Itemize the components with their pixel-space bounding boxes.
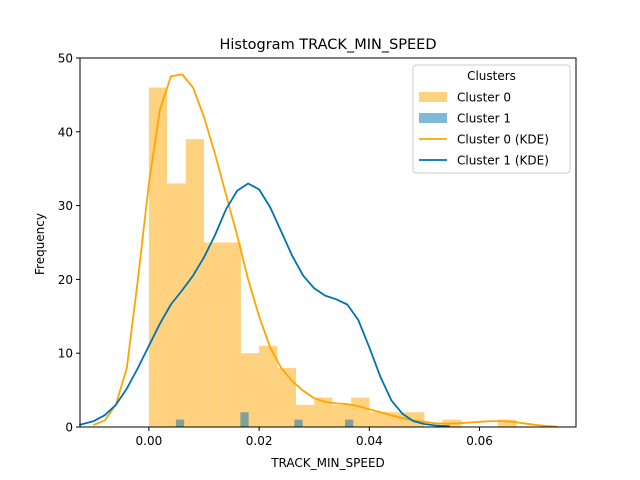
plot-area [79,57,577,428]
legend-label: Cluster 0 [457,91,511,105]
legend: Clusters Cluster 0 Cluster 1 Cluster 0 (KD… [412,64,571,174]
cluster-1-histogram [175,412,354,427]
legend-label: Cluster 1 (KDE) [457,154,549,168]
y-axis-label: Frequency [33,213,47,275]
y-axis: 0 10 20 30 40 50 [58,52,80,435]
cluster-0-bar-3 [204,242,223,427]
y-tick-label: 40 [58,125,73,139]
legend-items: Cluster 0 Cluster 1 Cluster 0 (KDE) Cluster… [419,91,549,168]
cluster-0-bar-7 [277,367,297,427]
y-tick-label: 30 [58,199,73,213]
cluster-0-bar-1 [167,183,186,427]
plot-frame [79,57,577,428]
y-tick-label: 0 [65,421,73,435]
cluster-0-bar-16 [497,419,517,427]
cluster-0-bar-5 [240,353,260,427]
x-tick-label: 0.00 [136,434,163,448]
cluster-0-bar-9 [314,397,333,427]
cluster-1-bar-2 [294,419,303,427]
x-tick-label: 0.02 [246,434,273,448]
kde-lines [79,73,558,428]
cluster-0-bar-12 [369,412,388,427]
cluster-0-kde-line [92,73,558,428]
x-axis-label: TRACK_MIN_SPEED [270,456,385,470]
y-tick-label: 10 [58,347,73,361]
y-tick-label: 20 [58,273,73,287]
cluster-0-bar-0 [148,87,168,428]
chart-title: Histogram TRACK_MIN_SPEED [219,37,436,53]
legend-swatch [419,92,447,102]
legend-label: Cluster 1 [457,112,511,126]
legend-swatch [419,113,447,123]
cluster-0-bar-11 [351,397,370,427]
cluster-1-bar-0 [175,419,185,427]
cluster-1-bar-3 [345,419,354,427]
x-tick-label: 0.04 [356,434,383,448]
cluster-1-kde-line [79,182,451,428]
cluster-0-bar-2 [185,139,204,427]
cluster-0-bar-4 [222,242,241,427]
legend-box [412,64,571,174]
legend-title: Clusters [467,69,516,83]
legend-label: Cluster 0 (KDE) [457,133,549,147]
y-tick-label: 50 [58,52,73,66]
x-tick-label: 0.06 [466,434,493,448]
cluster-1-bar-1 [240,412,249,427]
x-axis: 0.00 0.02 0.04 0.06 [136,427,493,448]
cluster-0-bar-6 [259,345,278,427]
cluster-0-histogram [148,87,517,428]
